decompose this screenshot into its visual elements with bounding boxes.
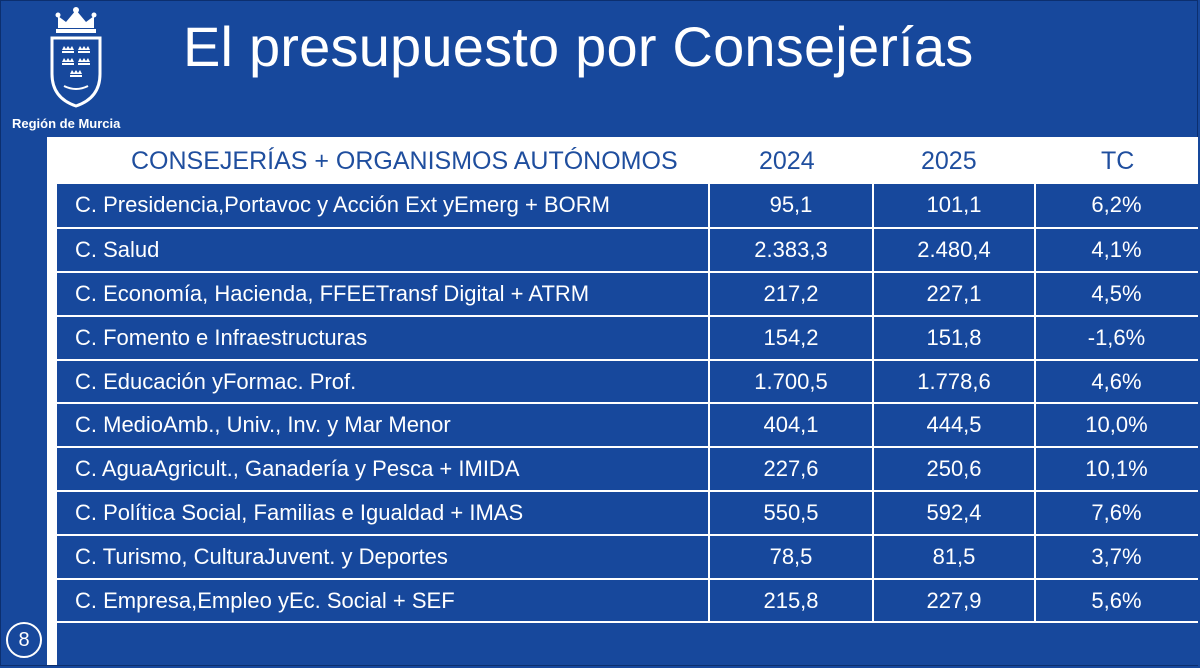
table-row: C. Turismo, CulturaJuvent. y Deportes 78… <box>57 534 1198 577</box>
column-divider <box>1034 184 1036 621</box>
column-divider <box>872 184 874 621</box>
table-row: C. Fomento e Infraestructuras 154,2 151,… <box>57 315 1198 358</box>
row-name: C. Economía, Hacienda, FFEETransf Digita… <box>75 281 590 306</box>
row-value-2025: 250,6 <box>926 456 982 481</box>
row-value-2025: 444,5 <box>926 412 982 437</box>
row-name: C. MedioAmb., Univ., Inv. y Mar Menor <box>75 412 451 437</box>
region-name: Región de Murcia <box>12 116 121 131</box>
row-value-tc: -1,6% <box>1087 325 1146 350</box>
row-value-tc: 4,5% <box>1091 281 1142 306</box>
row-value-tc: 5,6% <box>1091 588 1142 613</box>
table-row: C. Presidencia,Portavoc y Acción Ext yEm… <box>57 184 1198 227</box>
row-value-2024: 227,6 <box>763 456 819 481</box>
row-name: C. Empresa,Empleo yEc. Social + SEF <box>75 588 455 613</box>
row-value-2024: 217,2 <box>763 281 819 306</box>
row-value-tc: 7,6% <box>1091 500 1142 525</box>
page-number-badge: 8 <box>6 622 42 658</box>
page-title: El presupuesto por Consejerías <box>183 15 974 78</box>
budget-table: CONSEJERÍAS + ORGANISMOS AUTÓNOMOS 2024 … <box>47 137 1198 665</box>
row-value-2024: 550,5 <box>763 500 819 525</box>
row-value-2025: 101,1 <box>926 192 982 217</box>
row-value-2024: 404,1 <box>763 412 819 437</box>
row-value-tc: 4,1% <box>1091 237 1142 262</box>
row-value-tc: 10,1% <box>1085 456 1148 481</box>
row-name: C. AguaAgricult., Ganadería y Pesca + IM… <box>75 456 520 481</box>
row-name: C. Salud <box>75 237 160 262</box>
row-value-2025: 592,4 <box>926 500 982 525</box>
row-name: C. Fomento e Infraestructuras <box>75 325 368 350</box>
column-header-2025: 2025 <box>921 147 977 175</box>
row-value-tc: 10,0% <box>1085 412 1148 437</box>
row-value-2024: 2.383,3 <box>754 237 828 262</box>
row-name: C. Turismo, CulturaJuvent. y Deportes <box>75 544 448 569</box>
row-value-2024: 154,2 <box>763 325 819 350</box>
row-name: C. Presidencia,Portavoc y Acción Ext yEm… <box>75 192 610 217</box>
row-value-2024: 1.700,5 <box>754 369 828 394</box>
column-header-consejerias: CONSEJERÍAS + ORGANISMOS AUTÓNOMOS <box>131 147 678 175</box>
row-value-2025: 227,1 <box>926 281 982 306</box>
table-row: C. Economía, Hacienda, FFEETransf Digita… <box>57 271 1198 314</box>
column-header-tc: TC <box>1101 147 1135 175</box>
row-value-tc: 4,6% <box>1091 369 1142 394</box>
region-crest-logo <box>50 7 102 108</box>
table-row: C. MedioAmb., Univ., Inv. y Mar Menor 40… <box>57 402 1198 445</box>
row-value-2025: 81,5 <box>932 544 976 569</box>
row-value-2025: 227,9 <box>926 588 982 613</box>
row-name: C. Educación yFormac. Prof. <box>75 369 357 394</box>
row-value-tc: 6,2% <box>1091 192 1142 217</box>
row-value-2025: 151,8 <box>926 325 982 350</box>
table-row: C. AguaAgricult., Ganadería y Pesca + IM… <box>57 446 1198 489</box>
table-row: C. Salud 2.383,3 2.480,4 4,1% <box>57 227 1198 270</box>
column-header-2024: 2024 <box>759 147 815 175</box>
row-value-2025: 1.778,6 <box>917 369 991 394</box>
table-row: C. Educación yFormac. Prof. 1.700,5 1.77… <box>57 359 1198 402</box>
row-value-tc: 3,7% <box>1091 544 1142 569</box>
row-value-2025: 2.480,4 <box>917 237 991 262</box>
table-row: C. Política Social, Familias e Igualdad … <box>57 490 1198 533</box>
column-divider <box>708 184 710 621</box>
table-header-row: CONSEJERÍAS + ORGANISMOS AUTÓNOMOS 2024 … <box>47 137 1198 184</box>
row-name: C. Política Social, Familias e Igualdad … <box>75 500 524 525</box>
row-value-2024: 215,8 <box>763 588 819 613</box>
table-body: C. Presidencia,Portavoc y Acción Ext yEm… <box>57 184 1198 665</box>
row-value-2024: 78,5 <box>769 544 813 569</box>
table-footer-strip <box>57 621 1198 665</box>
table-row: C. Empresa,Empleo yEc. Social + SEF 215,… <box>57 578 1198 621</box>
row-value-2024: 95,1 <box>769 192 813 217</box>
